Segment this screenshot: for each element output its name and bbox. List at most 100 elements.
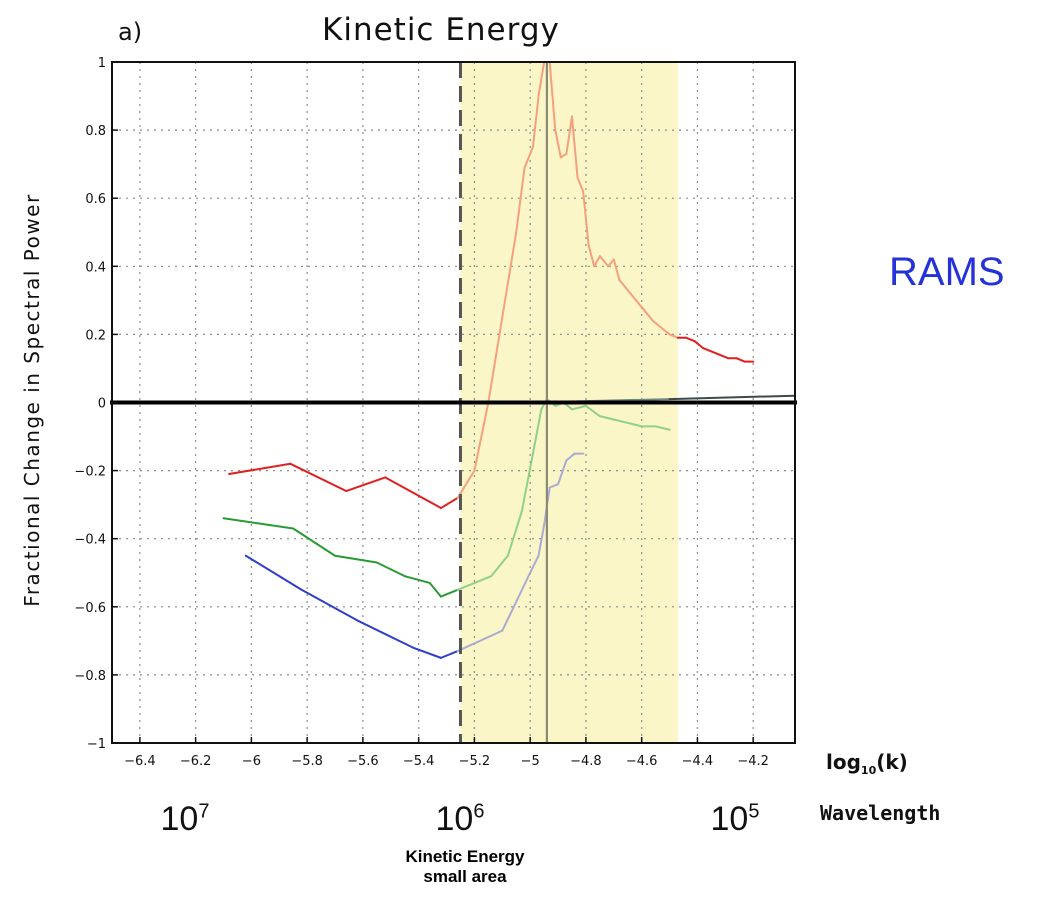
series-1-segment [660,326,671,336]
y-tick-label: −0.2 [74,465,106,480]
panel-label: a) [118,18,143,46]
series-2-segment [490,554,509,578]
y-tick-label: −0.4 [74,533,106,548]
series-3-segment [356,619,415,649]
x-tick-label: −4.4 [682,754,714,769]
series-3-segment [548,483,560,489]
wavelength-tick: 107 [160,800,210,838]
axis-ticks: 1 0.8 0.6 0.4 0.2 0 −0.2 −0.4 −0.6 −0.8 −1 −6.4 −6.2… [74,56,769,769]
x-tick-label: −5.2 [459,754,491,769]
series-1-segment [384,476,442,510]
series-1-segment [548,61,557,132]
series-1-segment [598,255,610,268]
x-tick-label: −5.4 [403,754,435,769]
y-tick-label: 0.2 [85,328,106,343]
series-2-segment [612,418,629,424]
series-2-segment [506,510,523,557]
x-tick-label: −4.8 [570,754,602,769]
series-2-segment [654,425,671,431]
series-1-segment [570,115,579,179]
series-1-segment [651,319,663,329]
series-2-segment [439,588,459,598]
series-2-segment [456,575,493,591]
x-tick-label: −5.6 [347,754,379,769]
wavelength-label: Wavelength [820,801,941,825]
series-1-segment [710,350,721,356]
y-tick-label: 0.4 [85,260,106,275]
series-2-segment [520,452,534,513]
model-label: RAMS [889,250,1005,294]
caption-line-2: small area [423,867,507,886]
series-3-segment [300,588,359,622]
series-1-segment [643,309,654,322]
series-1-segment [587,244,596,268]
x-tick-label: −6.4 [124,754,156,769]
series-1-segment [702,347,713,353]
series-1-segment [618,278,629,292]
series-1-segment [473,401,490,472]
series-2-segment [334,554,378,564]
y-axis-label: Fractional Change in Spectral Power [20,193,44,607]
series-1-segment [635,299,646,312]
series-2-segment [626,421,643,428]
series-1-segment [487,316,504,404]
series-1-segment [626,289,638,302]
series-1-segment [228,462,292,476]
series-3-segment [501,571,532,632]
series-1-segment [565,115,573,155]
series-1-segment [668,333,679,339]
series-2-segment [403,575,431,584]
series-1-segment [531,95,540,149]
grid-lines [112,62,795,743]
series-1-segment [593,255,601,268]
series-1-segment [576,176,585,193]
series-3-segment [439,650,459,659]
series-2-segment [531,408,543,455]
caption-line-1: Kinetic Energy [405,847,525,866]
series-3-segment [412,646,442,659]
series-1-segment [289,462,348,493]
series-2-segment [375,561,406,578]
series-3-segment [456,629,504,653]
series-1-segment [554,129,562,159]
x-tick-label: −5 [521,754,540,769]
series-1-segment [515,166,526,234]
wavelength-tick: 105 [710,800,760,838]
series-1-segment [735,357,746,363]
series-3-segment [244,554,303,591]
series-1-segment [612,258,621,281]
series-1-segment [439,496,459,510]
y-tick-label: −1 [87,737,106,752]
chart-title: Kinetic Energy [322,12,560,48]
series-4-segment [668,394,796,401]
series-1-segment [456,469,476,499]
x-tick-label: −4.6 [626,754,658,769]
y-tick-label: 1 [98,56,106,71]
series-3-segment [537,524,546,557]
series-1-segment [537,61,546,98]
wavelength-tick: 106 [435,800,485,838]
x-tick-label: −6 [242,754,261,769]
series-lines [111,61,796,659]
x-axis-label: log10(k) [826,750,908,777]
x-tick-label: −6.2 [180,754,212,769]
y-tick-label: −0.6 [74,601,106,616]
series-3-segment [557,459,568,486]
series-2-segment [292,527,337,557]
series-1-segment [607,258,615,268]
series-2-segment [598,415,615,421]
series-2-segment [584,404,601,418]
series-3-segment [565,452,576,462]
y-tick-label: 0 [98,397,106,412]
x-tick-label: −4.2 [737,754,769,769]
x-tick-label: −5.8 [291,754,323,769]
series-1-segment [582,190,590,247]
series-1-segment [345,476,387,493]
series-1-segment [718,353,730,360]
series-1-segment [693,340,705,350]
series-2-segment [570,404,587,411]
series-2-segment [428,581,442,598]
y-tick-label: 0.6 [85,192,106,207]
series-1-segment [685,336,696,343]
